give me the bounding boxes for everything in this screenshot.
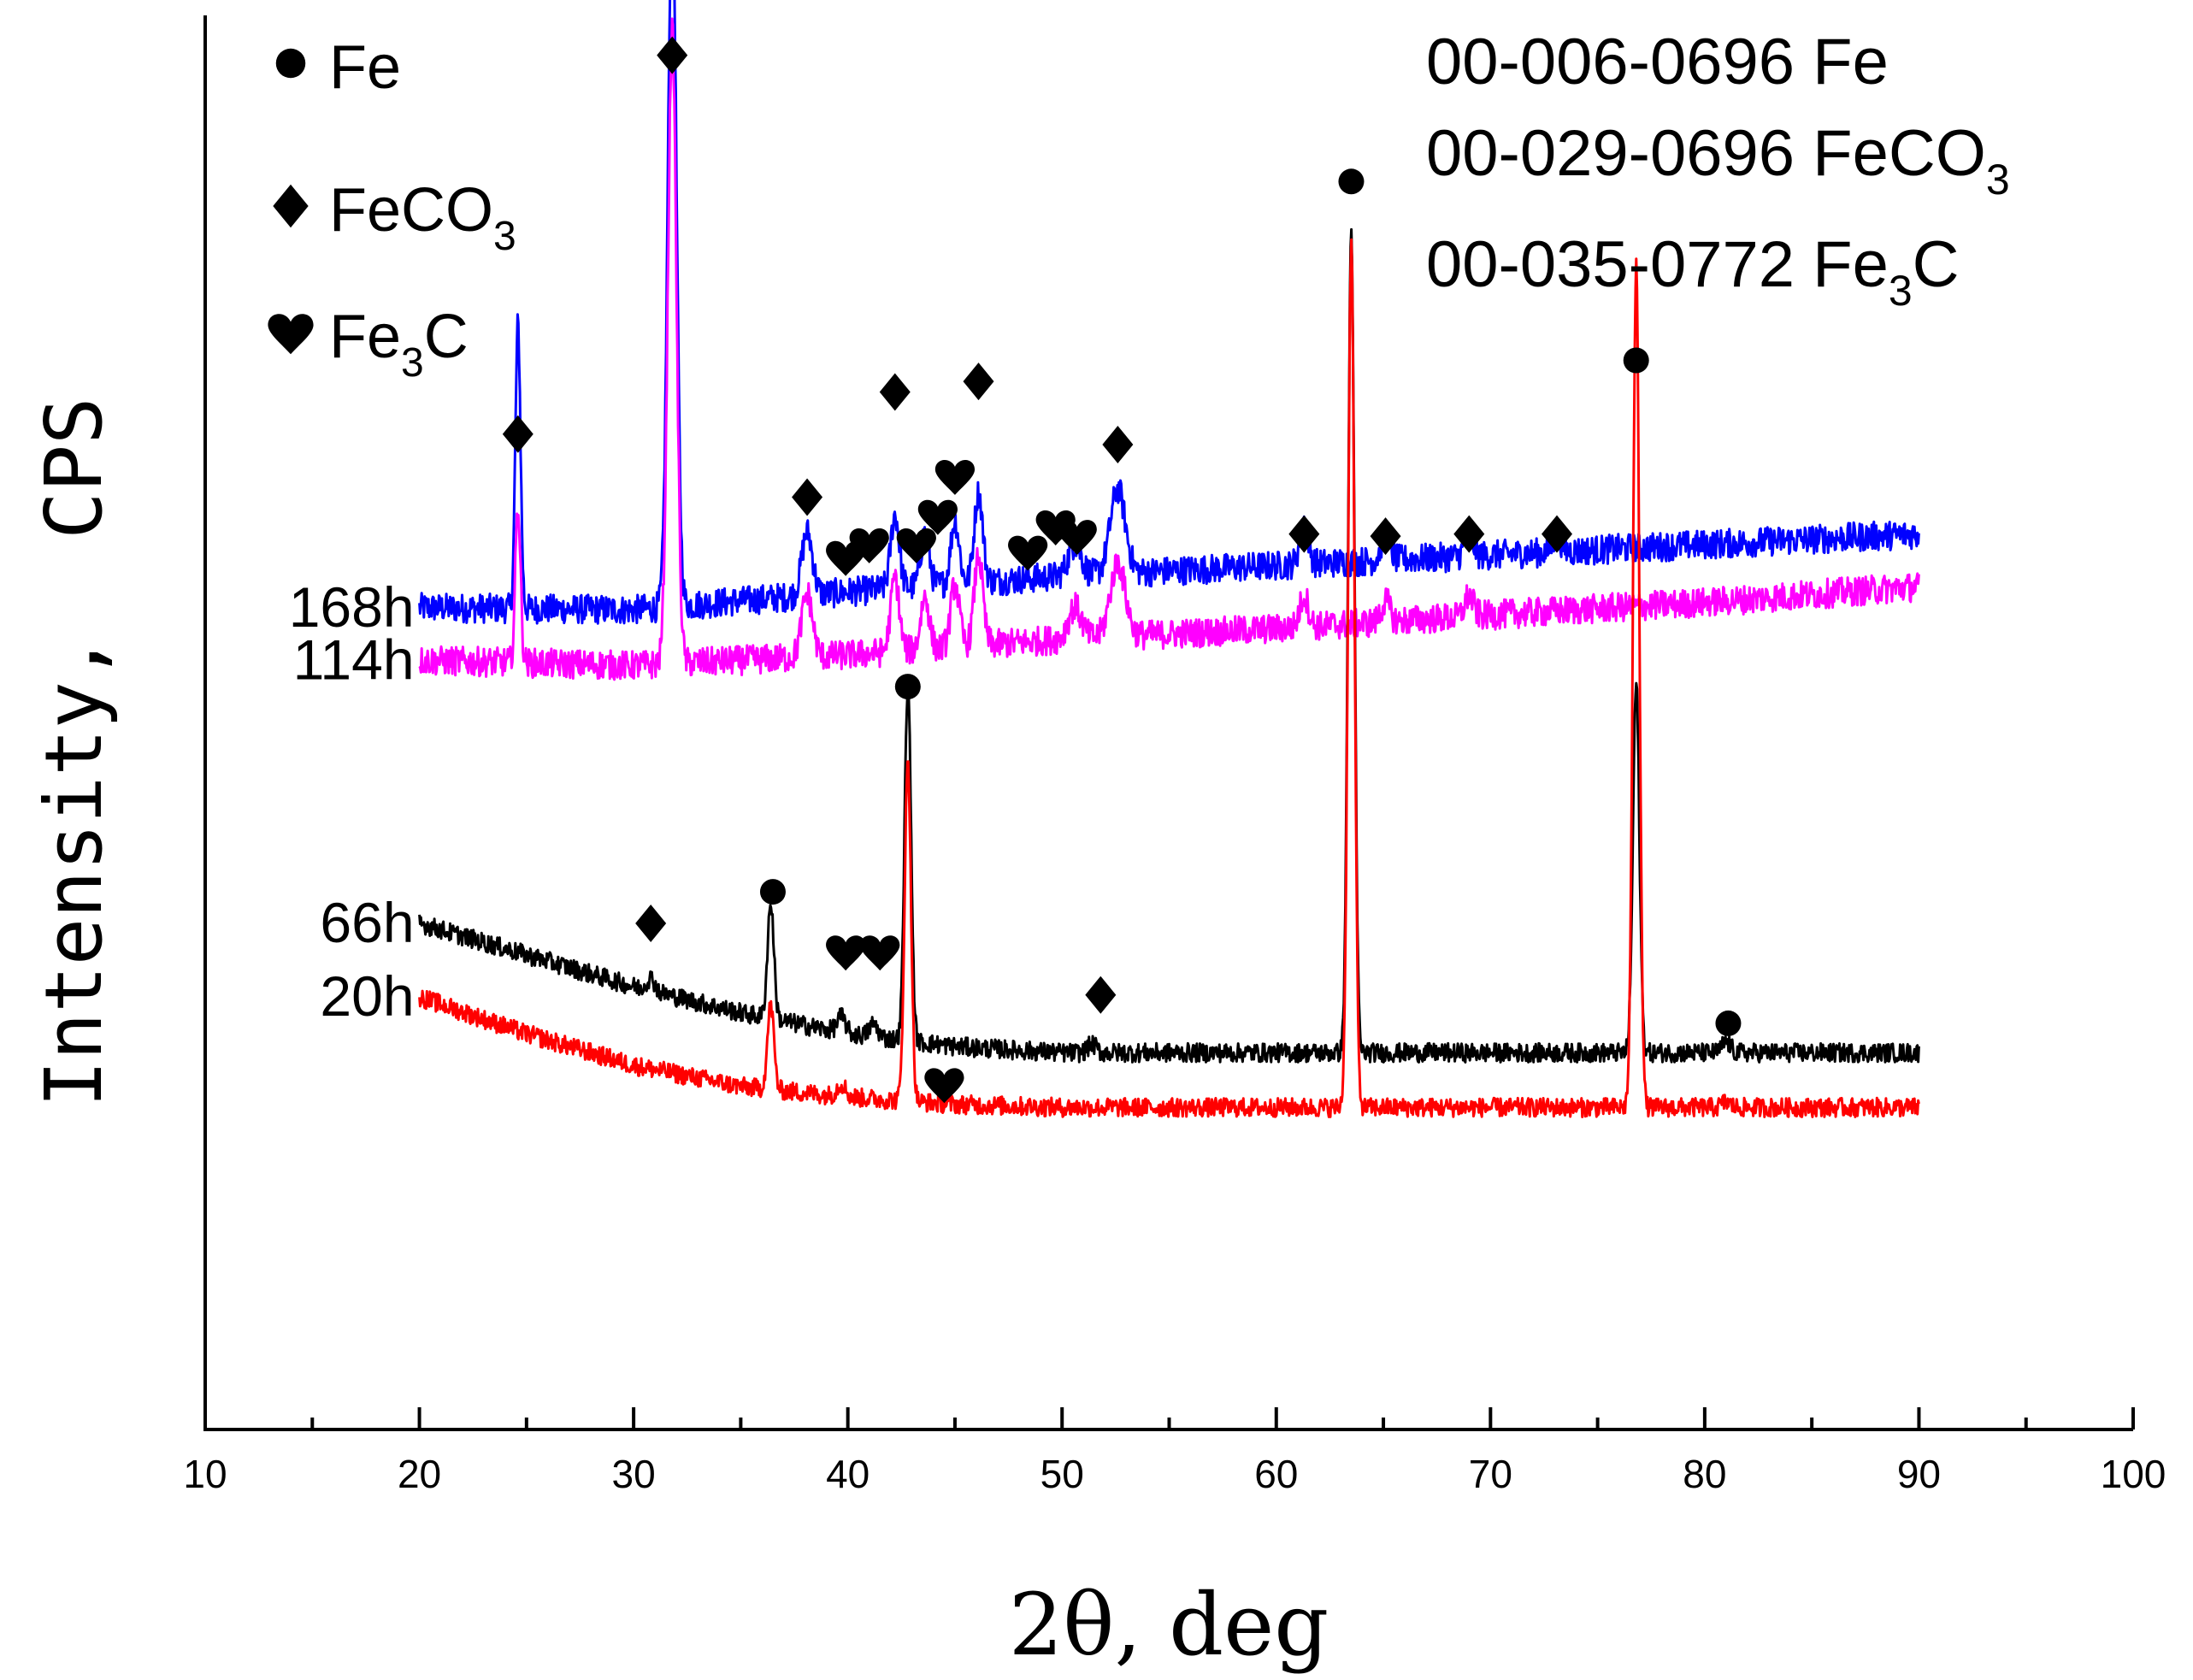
feco3-marker [635, 905, 667, 942]
series-66h [418, 227, 1920, 1064]
fe3c-marker [268, 314, 314, 355]
feco3-marker [1453, 515, 1485, 553]
fe-marker [275, 48, 306, 79]
x-tick-label: 30 [612, 1452, 656, 1496]
series-label-168h: 168h [289, 575, 415, 639]
legend: Fe FeCO3 Fe3C [268, 33, 516, 386]
x-tick-label: 100 [2101, 1452, 2166, 1496]
feco3-marker [502, 415, 534, 453]
x-tick-label: 80 [1683, 1452, 1726, 1496]
x-tick-label: 10 [183, 1452, 227, 1496]
feco3-marker [792, 478, 823, 516]
fe-marker [894, 674, 921, 700]
x-tick-label: 60 [1254, 1452, 1298, 1496]
legend-entry: Fe [329, 33, 401, 102]
series-label-114h: 114h [293, 628, 415, 691]
legend-entry: FeCO3 [329, 176, 516, 259]
feco3-marker [273, 184, 309, 228]
feco3-marker [657, 36, 688, 74]
reference-card: 00-035-0772 Fe3C [1426, 228, 1960, 315]
feco3-marker [1085, 976, 1117, 1014]
x-axis-title: 2θ, deg [1009, 1575, 1329, 1675]
fe3c-marker [1035, 510, 1076, 545]
series-114h [418, 17, 1920, 681]
series-20h [418, 238, 1920, 1118]
fe3c-marker [849, 528, 889, 563]
fe3c-marker [924, 1068, 964, 1104]
fe3c-marker [1008, 535, 1048, 571]
fe3c-marker [826, 540, 866, 576]
feco3-marker [1542, 515, 1573, 553]
fe-marker [759, 879, 786, 905]
series-label-66h: 66h [320, 891, 414, 954]
fe3c-marker [826, 935, 866, 971]
series-label-20h: 20h [320, 964, 414, 1028]
x-tick-label: 90 [1897, 1452, 1941, 1496]
x-tick-label: 40 [826, 1452, 870, 1496]
reference-cards: 00-006-0696 Fe 00-029-0696 FeCO3 00-035-07… [1426, 26, 2010, 315]
feco3-marker [879, 373, 911, 411]
reference-card: 00-006-0696 Fe [1426, 26, 1889, 98]
series-layer [418, 0, 1920, 1118]
fe-marker [1623, 347, 1649, 374]
fe-marker [1715, 1010, 1742, 1036]
fe-marker [1338, 168, 1365, 195]
x-tick-label: 70 [1469, 1452, 1512, 1496]
x-tick-label: 50 [1040, 1452, 1084, 1496]
y-axis-title: Intensity, CPS [28, 398, 120, 1108]
fe3c-marker [860, 935, 900, 971]
fe3c-marker [917, 499, 958, 535]
fe3c-marker [1057, 520, 1097, 556]
feco3-marker [1370, 517, 1401, 556]
marker-layer [502, 36, 1742, 1104]
feco3-marker [1288, 515, 1320, 553]
legend-entry: Fe3C [329, 303, 469, 386]
reference-card: 00-029-0696 FeCO3 [1426, 117, 2010, 203]
fe3c-marker [896, 528, 936, 563]
x-tick-label: 20 [398, 1452, 441, 1496]
feco3-marker [963, 363, 994, 401]
x-ticks: 10 20 30 40 50 60 70 80 90 100 [183, 1407, 2166, 1496]
feco3-marker [1102, 426, 1134, 463]
fe3c-marker [934, 459, 976, 495]
